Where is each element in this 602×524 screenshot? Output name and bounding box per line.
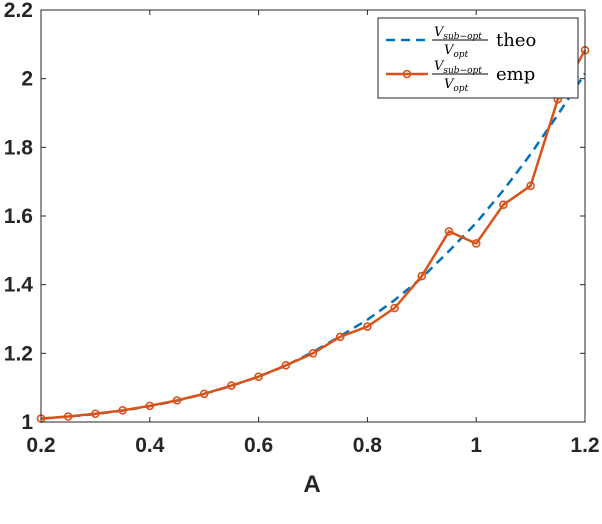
data-point-emp: [91, 409, 100, 419]
series-line-emp: [40, 49, 587, 420]
legend-ratio-denominator-sub: opt: [453, 50, 468, 60]
data-point-emp: [471, 239, 481, 248]
y-tick-label: 2.2: [4, 0, 33, 22]
legend-label-emp: emp: [496, 64, 535, 85]
data-point-emp: [444, 227, 454, 236]
data-point-emp: [526, 181, 535, 191]
data-point-emp: [499, 200, 508, 209]
data-point-emp: [199, 389, 209, 399]
data-point-emp: [172, 396, 182, 405]
data-point-emp: [308, 349, 318, 358]
data-point-emp: [63, 412, 73, 421]
legend-label-theo: theo: [496, 30, 536, 51]
tick-labels: 0.2 0.4 0.6 0.8 1 1.2 1 1.2 1.4 1.6 1.8 2 2.2: [4, 0, 600, 457]
data-point-emp: [417, 271, 427, 281]
x-axis-label: A: [303, 471, 320, 498]
x-tick-label: 1: [470, 434, 482, 457]
y-tick-label: 1.2: [4, 342, 33, 365]
data-point-emp: [335, 332, 345, 342]
legend-ratio-numerator-sub: sub−opt: [443, 66, 482, 76]
x-tick-label: 0.6: [244, 434, 273, 457]
data-point-emp: [145, 401, 155, 411]
x-tick-label: 0.2: [26, 434, 55, 457]
legend-ratio-denominator-sub: opt: [453, 84, 468, 94]
y-tick-label: 1.6: [4, 205, 33, 228]
y-tick-label: 1.4: [4, 274, 34, 297]
legend-box: [377, 17, 579, 99]
y-tick-label: 1.8: [4, 136, 34, 159]
y-tick-label: 1: [21, 411, 33, 434]
data-point-emp: [281, 361, 291, 370]
data-point-emp: [390, 303, 399, 313]
data-point-emp: [118, 406, 127, 415]
y-tick-label: 2: [21, 68, 33, 91]
data-point-emp: [363, 322, 372, 331]
data-point-emp: [227, 381, 236, 390]
axes: [40, 9, 586, 423]
x-tick-label: 0.8: [353, 434, 383, 457]
legend-ratio-numerator-sub: sub−opt: [443, 32, 482, 42]
data-point-emp: [254, 372, 263, 381]
x-tick-label: 1.2: [570, 434, 599, 457]
x-tick-label: 0.4: [135, 434, 165, 457]
legend-marker-emp: [402, 69, 412, 79]
